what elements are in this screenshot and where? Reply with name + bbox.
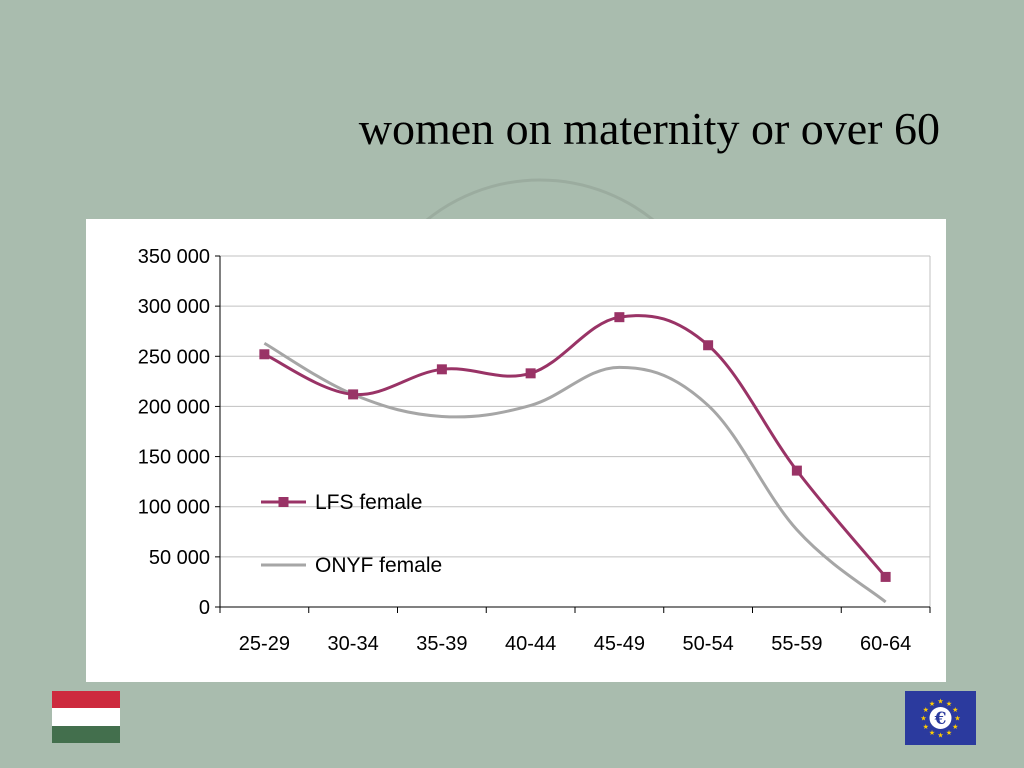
y-tick-label: 300 000: [138, 296, 210, 318]
legend-label: ONYF female: [315, 554, 442, 577]
eu-star-icon: ★: [937, 732, 943, 740]
y-tick-label: 100 000: [138, 497, 210, 519]
eu-euro-logo-icon: ★ ★ ★ ★ ★ ★ ★ ★ ★ ★ ★ ★ €: [905, 691, 976, 745]
x-tick-label: 25-29: [239, 633, 290, 655]
line-chart: 0 50 000 100 000 150 000 200 000 250 000 300 0…: [138, 246, 931, 655]
eu-star-icon: ★: [920, 715, 926, 723]
x-tick-label: 55-59: [771, 633, 822, 655]
x-tick-label: 45-49: [594, 633, 645, 655]
eu-star-icon: ★: [946, 700, 952, 708]
eu-star-icon: ★: [952, 706, 958, 714]
euro-coin-icon: [929, 707, 952, 729]
legend-label: LFS female: [315, 491, 422, 514]
series-line: [263, 341, 887, 604]
data-point: [348, 389, 359, 400]
flag-stripe-white: [52, 708, 120, 726]
data-point: [880, 571, 891, 582]
y-tick-label: 150 000: [138, 447, 210, 469]
x-tick-label: 60-64: [860, 633, 911, 655]
data-point: [525, 368, 536, 379]
data-point: [614, 312, 625, 323]
eu-star-icon: ★: [937, 698, 943, 706]
slide-title: women on maternity or over 60: [358, 103, 940, 154]
data-point: [703, 340, 714, 351]
eu-star-icon: ★: [929, 700, 935, 708]
x-tick-label: 35-39: [416, 633, 467, 655]
euro-sign-icon: €: [934, 709, 947, 729]
x-tick-label: 40-44: [505, 633, 556, 655]
eu-star-icon: ★: [952, 723, 958, 731]
flag-stripe-red: [52, 691, 120, 709]
eu-star-icon: ★: [923, 706, 929, 714]
chart-panel: 0 50 000 100 000 150 000 200 000 250 000 300 0…: [86, 219, 946, 682]
eu-star-icon: ★: [946, 729, 952, 737]
series-line: [263, 314, 887, 578]
x-tick-label: 50-54: [683, 633, 734, 655]
y-tick-label: 250 000: [138, 346, 210, 368]
data-point: [791, 465, 802, 476]
data-point: [436, 364, 447, 375]
y-tick-label: 200 000: [138, 396, 210, 418]
data-point: [259, 349, 270, 360]
eu-star-icon: ★: [954, 715, 960, 723]
x-tick-label: 30-34: [328, 633, 379, 655]
flag-stripe-green: [52, 725, 120, 743]
eu-star-icon: ★: [929, 729, 935, 737]
y-tick-label: 0: [199, 597, 210, 619]
eu-star-icon: ★: [923, 723, 929, 731]
y-tick-label: 50 000: [149, 547, 210, 569]
legend-marker: [278, 497, 289, 507]
hungary-flag-icon: [52, 691, 120, 743]
y-tick-label: 350 000: [138, 246, 210, 268]
